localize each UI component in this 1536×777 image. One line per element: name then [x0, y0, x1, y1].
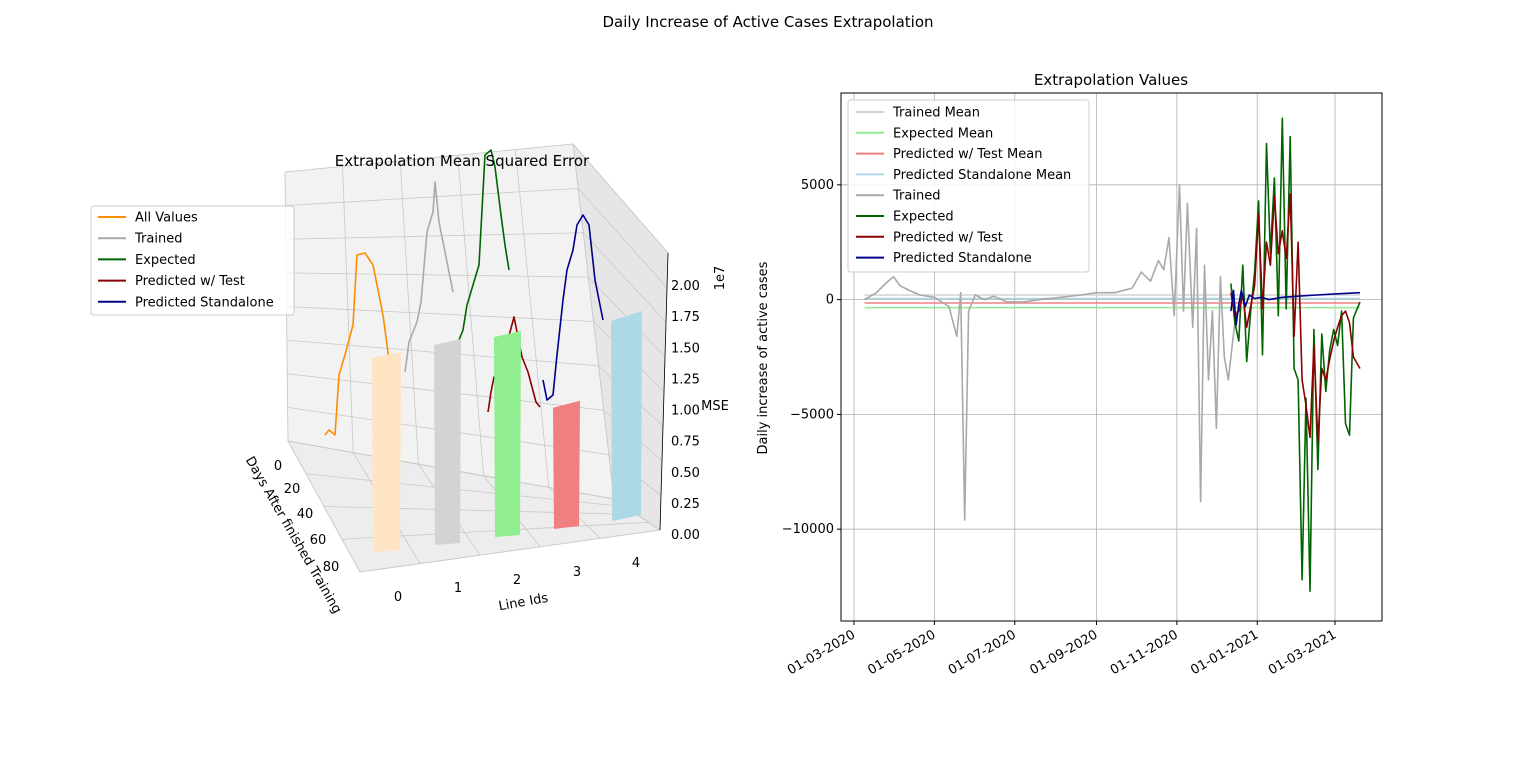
chart2d-title: Extrapolation Values	[1034, 71, 1188, 89]
legend-label: Trained Mean	[892, 106, 980, 121]
y-tick-label: −5000	[790, 407, 834, 422]
3d-tick-labels: 0.000.250.500.751.001.251.501.752.000204…	[274, 252, 700, 605]
x-tick-label: 01-09-2020	[1028, 627, 1101, 678]
legend-label: Predicted Standalone	[893, 251, 1032, 266]
figure-suptitle: Daily Increase of Active Cases Extrapola…	[602, 13, 933, 31]
y-tick-label: 20	[284, 482, 301, 497]
3d-gridline	[285, 232, 584, 240]
legend-label: Expected	[135, 253, 196, 268]
mse-bar	[372, 352, 401, 552]
3d-gridline	[572, 143, 669, 254]
chart3d-xlabel: Line Ids	[497, 591, 549, 615]
3d-series-line	[542, 214, 604, 401]
3d-series-line	[404, 181, 454, 373]
3d-gridline	[286, 306, 594, 322]
y-tick-label: 5000	[801, 178, 834, 193]
legend-label: Predicted Standalone	[135, 295, 274, 310]
chart2d-legend: Trained Mean Expected Mean Predicted w/ Te…	[847, 99, 1090, 273]
z-tick-label: 1.25	[671, 372, 700, 387]
y-tick-label: −10000	[782, 522, 834, 537]
x-tick-label: 01-03-2020	[785, 627, 858, 678]
mse-3d-chart: 0.000.250.500.751.001.251.501.752.000204…	[90, 142, 729, 616]
x-tick-label: 4	[632, 556, 640, 571]
3d-gridline	[359, 529, 661, 573]
x-tick-label: 01-05-2020	[865, 627, 938, 678]
z-tick-label: 0.25	[671, 497, 700, 512]
3d-series-line	[324, 252, 396, 436]
legend-label: Predicted w/ Test	[893, 230, 1003, 245]
x-tick-label: 01-01-2021	[1188, 627, 1261, 678]
series-line	[1230, 289, 1361, 326]
plot-frame	[840, 92, 1383, 622]
legend-label: Expected	[893, 210, 954, 225]
chart2d-ylabel: Daily increase of active cases	[756, 261, 771, 454]
legend-label: Predicted Standalone Mean	[893, 168, 1071, 183]
3d-gridline	[577, 188, 668, 288]
3d-series-line	[454, 149, 510, 346]
x-tick-label: 1	[454, 581, 462, 596]
y-tick-label: 0	[274, 459, 282, 474]
chart3d-title: Extrapolation Mean Squared Error	[335, 152, 590, 170]
z-tick-label: 1.50	[671, 341, 700, 356]
x-tick-label: 0	[394, 590, 402, 605]
chart3d-legend: All Values Trained Expected Predicted w/ Te…	[90, 205, 295, 316]
z-axis	[659, 252, 669, 531]
chart3d-z-offset: 1e7	[713, 266, 728, 291]
series-line	[1230, 193, 1361, 443]
mse-bar	[494, 331, 521, 537]
x-tick-label: 2	[513, 573, 521, 588]
chart3d-zlabel: MSE	[701, 399, 729, 414]
z-tick-label: 1.75	[671, 310, 700, 325]
y-tick-label: 80	[323, 560, 340, 575]
legend-label: Predicted w/ Test	[135, 274, 245, 289]
x-tick-label: 01-07-2020	[946, 627, 1019, 678]
mse-bar	[611, 311, 642, 521]
legend-label: All Values	[135, 211, 198, 226]
z-tick-label: 2.00	[671, 279, 700, 294]
legend-label: Predicted w/ Test Mean	[893, 147, 1042, 162]
3d-series-lines	[324, 149, 604, 436]
series-line	[864, 184, 1237, 521]
z-tick-label: 0.50	[671, 466, 700, 481]
mse-bar	[434, 339, 461, 545]
x-tick-label: 01-03-2021	[1266, 627, 1339, 678]
3d-gridline	[284, 143, 574, 173]
x-tick-label: 01-11-2020	[1108, 627, 1181, 678]
z-tick-label: 1.00	[671, 404, 700, 419]
3d-gridline	[286, 272, 589, 278]
legend-label: Trained	[134, 232, 182, 247]
3d-bars	[372, 311, 642, 552]
z-tick-label: 0.00	[671, 528, 700, 543]
y-tick-label: 40	[297, 507, 314, 522]
y-tick-label: 60	[310, 533, 327, 548]
3d-series-line	[487, 316, 541, 413]
legend-label: Trained	[892, 189, 940, 204]
legend-label: Expected Mean	[893, 126, 993, 141]
series-lines	[864, 117, 1361, 593]
3d-gridline	[285, 187, 579, 207]
extrapolation-line-chart: 01-03-2020 01-05-2020 01-07-2020 01-09-2020…	[756, 71, 1383, 678]
y-tick-label: 0	[826, 293, 834, 308]
3d-gridline	[582, 232, 667, 323]
x-tick-label: 3	[573, 565, 581, 580]
z-tick-label: 0.75	[671, 435, 700, 450]
mse-bar	[553, 400, 580, 529]
